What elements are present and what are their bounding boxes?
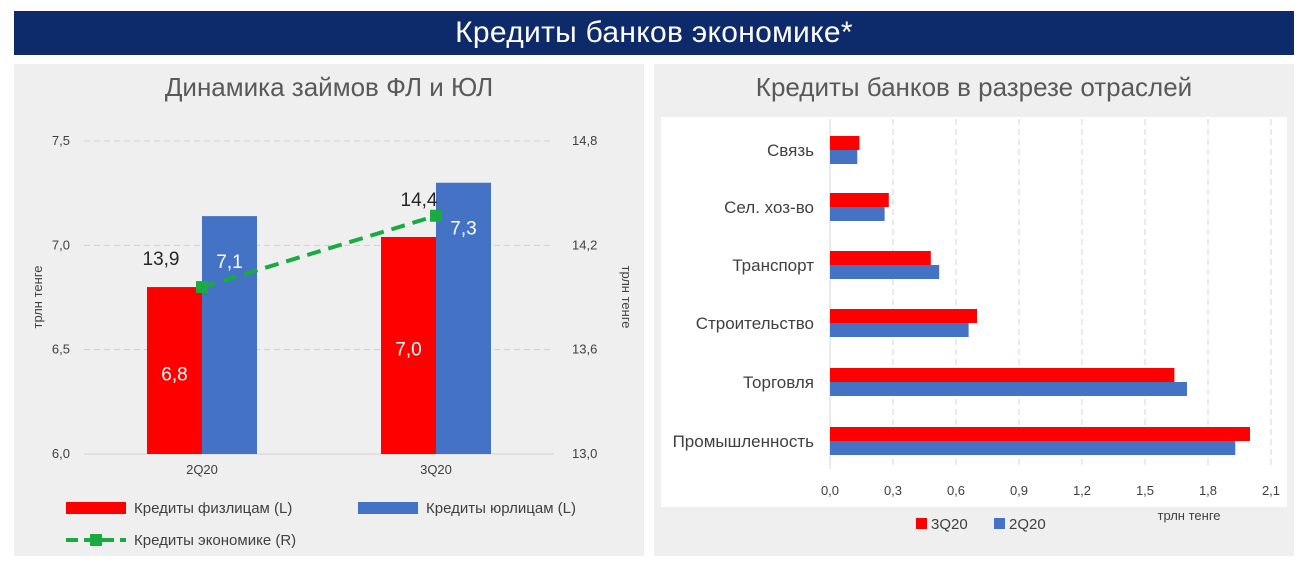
right-chart-title: Кредиты банков в разрезе отраслей: [755, 72, 1193, 102]
line-series: [201, 213, 437, 289]
bar: [830, 207, 885, 221]
left-chart-title: Динамика займов ФЛ и ЮЛ: [164, 72, 494, 102]
bar-data-label: 7,0: [395, 339, 421, 360]
line-data-label: 13,9: [143, 249, 180, 270]
bar: [830, 323, 969, 337]
page-banner: Кредиты банков экономике*: [14, 11, 1294, 55]
x-category-label: 2Q20: [186, 462, 218, 477]
legend-swatch: [994, 518, 1005, 529]
right-chart-panel: Кредиты банков в разрезе отраслей 0,0 0,3…: [654, 64, 1294, 556]
bar-data-label: 6,8: [161, 365, 187, 386]
x-tick-label: 0,9: [1010, 483, 1028, 498]
left-chart-panel: Динамика займов ФЛ и ЮЛ 6,0 6,5 7,0 7,5 13,0…: [14, 64, 644, 556]
x-tick-label: 2,1: [1262, 483, 1280, 498]
bar: [830, 193, 889, 207]
x-tick-label: 0,6: [947, 483, 965, 498]
bar: [830, 309, 977, 323]
y-axis-title: трлн тенге: [30, 265, 45, 328]
y-category-label: Строительство: [696, 314, 814, 333]
bar: [147, 287, 202, 454]
x-tick-label: 1,2: [1073, 483, 1091, 498]
bar: [202, 216, 257, 454]
legend-label: 3Q20: [931, 516, 968, 533]
y2-tick-label: 14,8: [572, 133, 597, 148]
y2-tick-label: 14,2: [572, 237, 597, 252]
bar-data-label: 7,3: [450, 219, 476, 240]
line-point: [196, 281, 208, 294]
bar: [436, 182, 491, 454]
legend-swatch: [358, 502, 418, 514]
bar: [830, 382, 1187, 396]
legend-marker: [90, 534, 102, 546]
x-tick-label: 1,8: [1199, 483, 1217, 498]
loans-dynamics-chart: 6,0 6,5 7,0 7,5 13,0 13,6 14,2 14,8 трлн тенге тр…: [30, 133, 634, 549]
x-tick-label: 1,5: [1136, 483, 1154, 498]
bar: [830, 136, 860, 150]
x-tick-label: 0,3: [884, 483, 902, 498]
legend-swatch: [66, 502, 126, 514]
legend-label: Кредиты юрлицам (L): [426, 500, 576, 517]
y-tick-label: 6,5: [52, 342, 70, 357]
bar: [830, 427, 1250, 441]
legend-label: Кредиты физлицам (L): [134, 500, 292, 517]
y-tick-label: 7,5: [52, 133, 70, 148]
page-title: Кредиты банков экономике*: [455, 16, 853, 49]
y-category-label: Торговля: [743, 373, 814, 392]
x-tick-label: 0,0: [821, 483, 839, 498]
y-category-label: Промышленность: [673, 432, 815, 451]
y2-axis-title: трлн тенге: [619, 265, 634, 328]
y2-tick-label: 13,0: [572, 446, 597, 461]
y-tick-label: 6,0: [52, 446, 70, 461]
bar: [830, 150, 858, 164]
bar-data-label: 7,1: [216, 252, 242, 273]
bar: [381, 236, 436, 454]
x-axis-title: трлн тенге: [1157, 508, 1220, 523]
y-category-label: Транспорт: [732, 256, 814, 275]
legend-label: Кредиты экономике (R): [134, 532, 296, 549]
y-category-label: Сел. хоз-во: [724, 198, 814, 217]
line-data-label: 14,4: [401, 190, 438, 211]
industry-loans-chart: 0,0 0,3 0,6 0,9 1,2 1,5 1,8 2,1 Связь Сел. хоз-во…: [661, 117, 1287, 533]
x-category-label: 3Q20: [420, 462, 452, 477]
legend-swatch: [916, 518, 927, 529]
y-category-label: Связь: [767, 141, 814, 160]
legend-label: 2Q20: [1009, 516, 1046, 533]
bar: [830, 368, 1175, 382]
y2-tick-label: 13,6: [572, 342, 597, 357]
line-point: [430, 209, 442, 222]
bar: [830, 441, 1236, 455]
bar: [830, 251, 931, 265]
y-tick-label: 7,0: [52, 237, 70, 252]
bar: [830, 265, 940, 279]
